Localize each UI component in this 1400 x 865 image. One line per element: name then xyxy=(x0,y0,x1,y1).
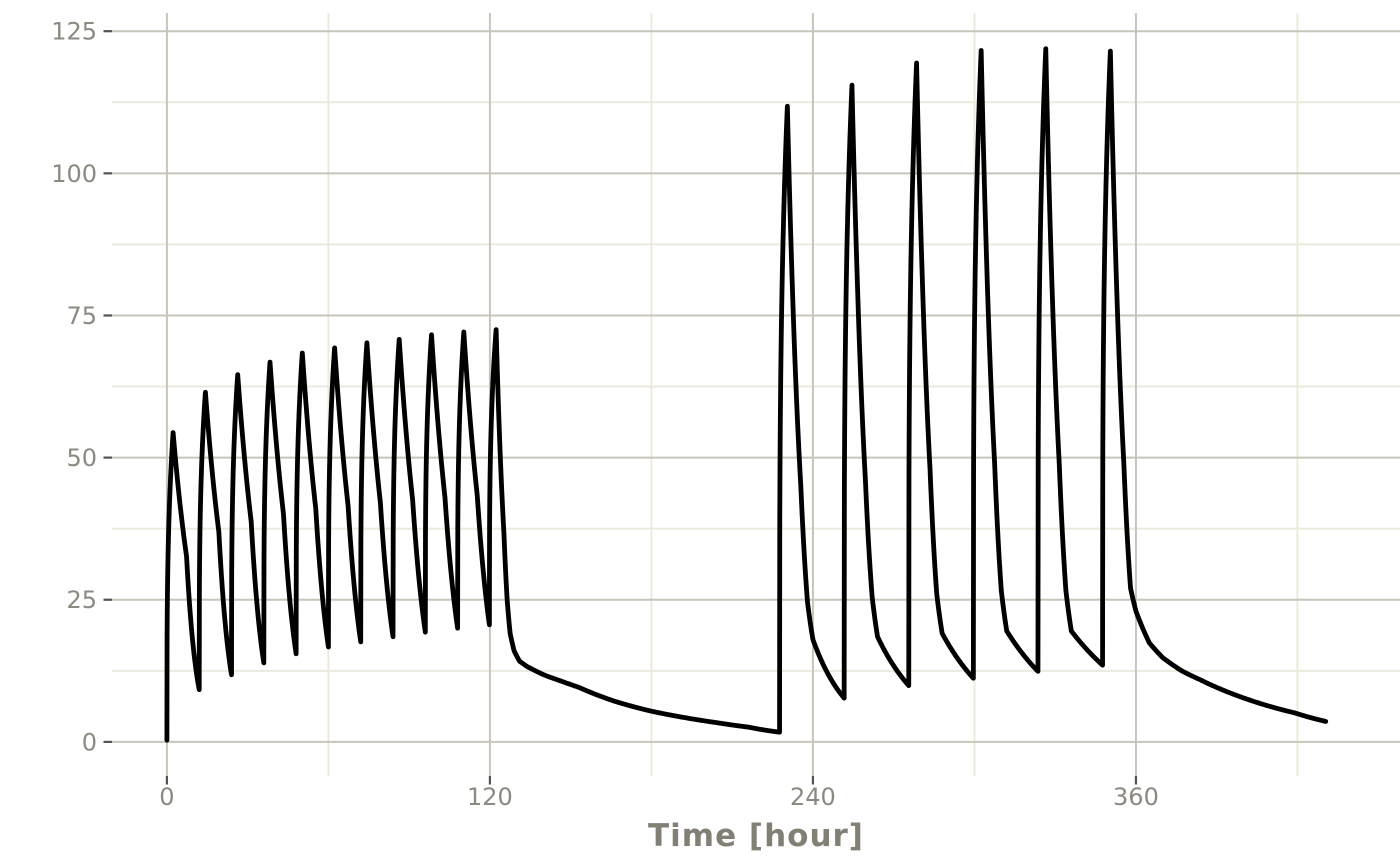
x-axis-title: Time [hour] xyxy=(648,818,864,854)
y-tick-label: 25 xyxy=(66,586,97,614)
x-tick-label: 0 xyxy=(159,783,174,811)
y-tick-label: 75 xyxy=(66,302,97,330)
grid-major xyxy=(112,13,1400,776)
axis-tick-marks xyxy=(103,30,1138,785)
y-tick-label: 50 xyxy=(66,444,97,472)
y-tick-labels: 0 25 50 75 100 125 xyxy=(51,18,97,757)
x-tick-labels: 0 120 240 360 xyxy=(159,783,1159,811)
x-tick-label: 120 xyxy=(467,783,513,811)
x-tick-label: 240 xyxy=(790,783,836,811)
x-tick-label: 360 xyxy=(1113,783,1159,811)
y-tick-label: 125 xyxy=(51,18,97,46)
y-tick-label: 100 xyxy=(51,160,97,188)
y-tick-label: 0 xyxy=(82,728,97,756)
series-line-concentration xyxy=(164,46,1329,743)
